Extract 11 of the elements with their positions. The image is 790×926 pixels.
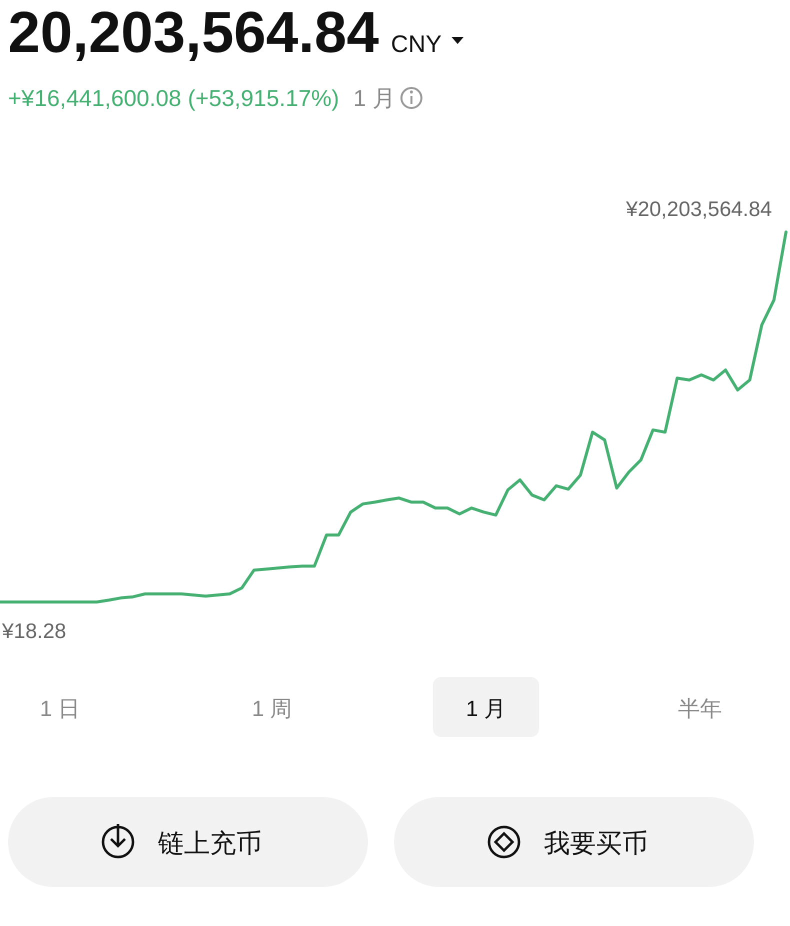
text: 半年 — [678, 696, 722, 721]
text: 1 月 — [466, 696, 506, 721]
chart-title: 20,203,564.84 CNY — [8, 0, 442, 65]
text: 1 月 — [353, 85, 396, 111]
chart-subtitle: +¥16,441,600.08 (+53,915.17%) — [8, 85, 340, 111]
text: 链上充币 — [157, 828, 262, 858]
text: 1 周 — [252, 696, 292, 721]
text: ¥18.28 — [1, 620, 66, 643]
text: 1 日 — [40, 696, 80, 721]
text: ¥20,203,564.84 — [625, 198, 772, 221]
text: 我要买币 — [544, 828, 648, 858]
